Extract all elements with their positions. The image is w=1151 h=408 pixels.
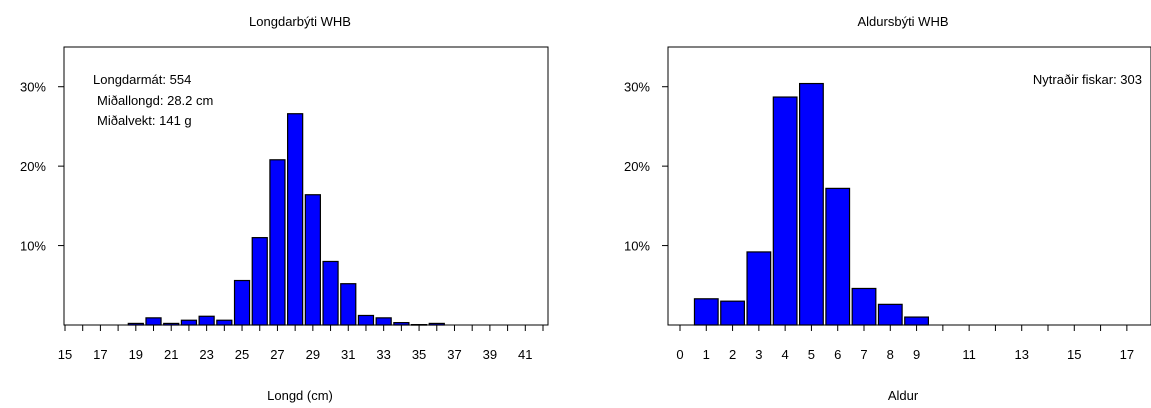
age-bar-4 [772,96,798,326]
length-chart-y-axis: 10% 20% 30% [20,80,64,254]
length-x-tick-label-37: 37 [447,347,461,362]
age-x-tick-label-6: 6 [834,347,841,362]
length-bar-25 [233,279,251,326]
length-x-tick-label-33: 33 [376,347,390,362]
length-x-tick-label-41: 41 [518,347,532,362]
length-chart-x-axis: 15 17 19 21 23 25 27 29 31 33 35 37 39 41 [58,325,544,362]
length-chart-bars [127,113,445,326]
length-chart-title: Longdarbýti WHB [249,14,351,29]
length-bar-31 [340,283,357,326]
length-bar-29 [304,194,321,326]
length-x-tick-label-23: 23 [199,347,213,362]
age-bar-7 [851,287,877,326]
length-bar-30 [322,260,339,326]
length-y-tick-label-20: 20% [20,159,46,174]
length-count-annotation: Longdarmát: 554 [93,72,191,87]
length-y-tick-label-30: 30% [20,80,46,95]
length-chart-annotation: Longdarmát: 554 Miðallongd: 28.2 cm Miða… [93,72,213,128]
age-x-tick-label-0: 0 [676,347,683,362]
age-bar-1 [693,298,719,326]
length-x-tick-label-29: 29 [306,347,320,362]
length-x-tick-label-15: 15 [58,347,72,362]
length-chart-x-label: Longd (cm) [267,388,333,403]
length-distribution-panel: Longdarbýti WHB 10% 20% 30% 15 17 19 21 23 25 27… [20,14,549,403]
length-bar-28 [287,113,304,326]
age-chart-title: Aldursbýti WHB [857,14,948,29]
length-x-tick-label-19: 19 [129,347,143,362]
length-x-tick-label-39: 39 [483,347,497,362]
age-bar-9 [904,316,929,326]
age-y-tick-label-10: 10% [624,239,650,254]
age-x-tick-label-15: 15 [1067,347,1081,362]
age-y-tick-label-20: 20% [624,159,650,174]
aged-fish-annotation: Nytraðir fiskar: 303 [1033,72,1142,87]
age-x-tick-label-5: 5 [808,347,815,362]
age-x-tick-label-8: 8 [887,347,894,362]
age-x-tick-label-2: 2 [729,347,736,362]
age-x-tick-label-3: 3 [755,347,762,362]
length-bar-33 [375,317,392,326]
mean-weight-annotation: Miðalvekt: 141 g [97,113,192,128]
age-bar-6 [825,187,851,326]
length-x-tick-label-25: 25 [235,347,249,362]
length-bar-27 [269,159,286,326]
length-bar-26 [251,237,268,326]
length-bar-23 [198,315,215,326]
length-bar-24 [216,319,233,326]
age-bar-2 [720,300,745,326]
mean-length-annotation: Miðallongd: 28.2 cm [97,93,213,108]
length-bar-22 [180,319,198,326]
age-x-tick-label-9: 9 [913,347,920,362]
age-chart-y-axis: 10% 20% 30% [624,80,668,254]
age-distribution-panel: Aldursbýti WHB 10% 20% 30% 0 1 2 3 4 5 6 7 8 9 11 13 1… [624,14,1151,403]
age-x-tick-label-11: 11 [962,347,976,362]
age-x-tick-label-7: 7 [860,347,867,362]
length-y-tick-label-10: 10% [20,239,46,254]
length-x-tick-label-21: 21 [164,347,178,362]
age-chart-x-label: Aldur [888,388,919,403]
length-bar-20 [145,317,162,326]
age-x-tick-label-4: 4 [782,347,789,362]
age-x-tick-label-13: 13 [1014,347,1028,362]
length-x-tick-label-31: 31 [341,347,355,362]
age-chart-bars [693,82,929,326]
age-x-tick-label-1: 1 [703,347,710,362]
age-chart-x-axis: 0 1 2 3 4 5 6 7 8 9 11 13 15 17 [676,325,1134,362]
age-bar-8 [877,303,903,326]
length-x-tick-label-27: 27 [270,347,284,362]
length-bar-32 [357,314,375,326]
age-bar-5 [798,82,824,326]
age-bar-3 [746,251,772,326]
age-chart-frame [667,46,1151,326]
length-x-tick-label-17: 17 [93,347,107,362]
age-x-tick-label-17: 17 [1120,347,1134,362]
length-chart-frame [63,46,549,326]
length-x-tick-label-35: 35 [412,347,426,362]
age-y-tick-label-30: 30% [624,80,650,95]
